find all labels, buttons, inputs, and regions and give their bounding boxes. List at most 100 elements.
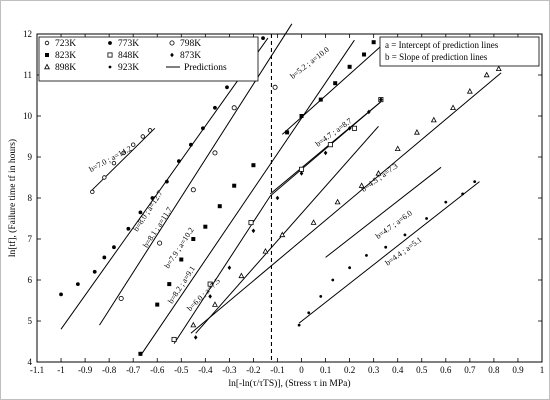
prediction-line xyxy=(91,127,156,191)
legend-marker-848K xyxy=(107,52,113,58)
legend-label: 898K xyxy=(55,63,76,73)
y-axis-title: ln[tf], (Failure time tf in hours) xyxy=(7,139,18,257)
data-point-923K xyxy=(319,295,323,298)
data-point-823K xyxy=(191,237,196,241)
definition-box: a = Intercept of prediction lines b = Slo… xyxy=(379,36,540,67)
definition-text: b = Slope of prediction lines xyxy=(385,52,488,62)
data-point-923K xyxy=(461,192,465,196)
data-point-898K xyxy=(495,65,502,72)
data-point-873K xyxy=(227,265,232,270)
data-point-923K xyxy=(384,245,388,249)
legend: 723K 773K 798K 823K 848K 873K 898K 923K Predicti… xyxy=(38,36,259,82)
x-tick-label: -0.7 xyxy=(126,365,141,375)
data-point-798K xyxy=(212,150,218,156)
data-point-823K xyxy=(179,257,184,262)
x-tick-label: 0.2 xyxy=(344,365,355,375)
data-point-773K xyxy=(225,85,229,90)
legend-marker-873K xyxy=(170,52,174,58)
slope-intercept-label: b=4.5 ; a=7.3 xyxy=(359,161,399,193)
data-point-898K xyxy=(375,170,382,176)
y-tick-label: 4 xyxy=(28,357,33,367)
data-point-798K xyxy=(231,105,237,111)
data-point-773K xyxy=(75,282,80,286)
x-tick-label: -0.1 xyxy=(270,365,284,375)
data-point-823K xyxy=(299,114,304,118)
legend-label: 723K xyxy=(55,39,76,49)
x-tick-label: 0.4 xyxy=(392,365,404,375)
legend-marker-898K xyxy=(44,63,50,70)
data-point-898K xyxy=(211,301,218,307)
data-point-873K xyxy=(275,195,280,201)
legend-marker-798K xyxy=(169,40,175,46)
data-point-823K xyxy=(167,282,172,287)
x-tick-label: 1 xyxy=(540,365,545,375)
data-point-873K xyxy=(323,150,328,156)
y-tick-label: 11 xyxy=(23,70,32,80)
legend-box xyxy=(38,36,259,82)
data-point-898K xyxy=(450,104,456,110)
y-tick-label: 12 xyxy=(23,29,32,39)
data-point-898K xyxy=(483,71,490,78)
slope-intercept-label: b=7.9 ; a=10.2 xyxy=(163,226,196,270)
y-tick-label: 7 xyxy=(28,234,33,244)
data-point-923K xyxy=(307,311,311,315)
data-point-723K xyxy=(121,150,126,156)
data-point-873K xyxy=(251,228,256,234)
data-point-848K xyxy=(248,220,254,226)
prediction-line xyxy=(269,101,382,195)
legend-label: 848K xyxy=(118,51,139,61)
data-point-873K xyxy=(208,294,212,299)
x-tick-label: 0.9 xyxy=(512,365,524,375)
data-point-923K xyxy=(331,278,335,282)
legend-marker-823K xyxy=(45,53,49,57)
data-point-773K xyxy=(112,245,116,250)
legend-label: 823K xyxy=(55,51,76,61)
definition-text: a = Intercept of prediction lines xyxy=(385,40,499,50)
x-tick-label: -0.9 xyxy=(78,365,93,375)
prediction-line xyxy=(99,23,293,326)
legend-label: 923K xyxy=(118,63,139,73)
prediction-line xyxy=(325,166,442,258)
y-tick-label: 6 xyxy=(28,275,33,285)
x-tick-label: -0.4 xyxy=(198,365,213,375)
data-point-773K xyxy=(213,105,217,110)
data-point-848K xyxy=(351,125,357,131)
x-tick-label: -0.6 xyxy=(150,365,165,375)
data-point-898K xyxy=(358,182,365,188)
x-tick-label: 0.5 xyxy=(416,365,428,375)
data-point-773K xyxy=(189,142,193,147)
data-point-873K xyxy=(367,109,371,115)
slope-intercept-label: b=7.0 ; a=14.2 xyxy=(88,144,134,174)
data-point-823K xyxy=(217,204,222,209)
data-point-723K xyxy=(111,160,117,166)
data-point-773K xyxy=(201,126,205,131)
x-tick-label: -1.1 xyxy=(30,365,44,375)
x-tick-label: -0.5 xyxy=(174,365,189,375)
data-point-773K xyxy=(176,159,181,164)
prediction-line xyxy=(173,101,382,344)
data-point-923K xyxy=(444,200,448,204)
x-tick-label: 0.7 xyxy=(464,365,476,375)
data-point-873K xyxy=(193,335,198,340)
data-point-773K xyxy=(102,255,107,260)
data-point-848K xyxy=(299,166,305,172)
data-point-723K xyxy=(130,142,136,147)
data-point-723K xyxy=(102,175,107,180)
prediction-line xyxy=(60,37,269,330)
data-point-898K xyxy=(413,129,420,135)
data-point-898K xyxy=(394,145,401,152)
legend-marker-773K xyxy=(108,41,112,45)
data-point-923K xyxy=(425,217,428,220)
data-point-773K xyxy=(164,179,169,184)
y-tick-label: 10 xyxy=(23,111,33,121)
legend-label: 873K xyxy=(180,51,201,61)
data-point-773K xyxy=(150,196,155,200)
data-point-798K xyxy=(118,295,124,301)
legend-marker-923K xyxy=(108,65,112,69)
data-point-898K xyxy=(190,321,197,328)
data-point-873K xyxy=(299,171,304,176)
prediction-line xyxy=(139,39,355,357)
x-tick-label: 0.1 xyxy=(320,365,331,375)
x-tick-label: 0.3 xyxy=(368,365,380,375)
data-point-823K xyxy=(333,81,338,86)
